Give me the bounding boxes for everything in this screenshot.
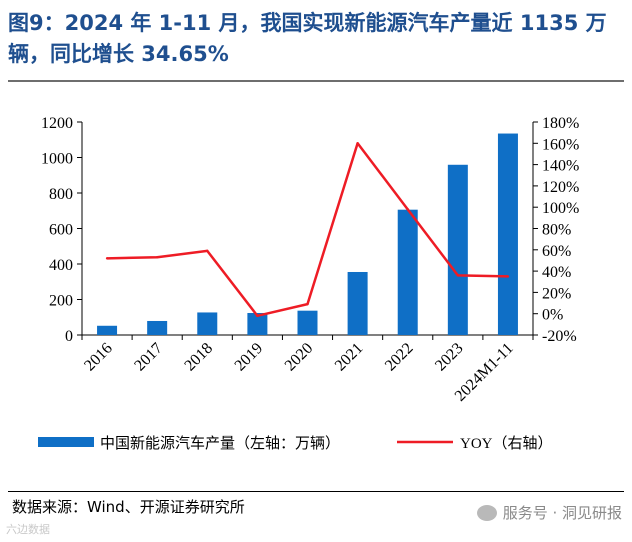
y-left-tick-label: 1200 (41, 115, 73, 132)
x-tick-label-2019: 2019 (232, 340, 267, 375)
legend-bar-swatch (38, 437, 94, 447)
y-left-tick-label: 400 (49, 257, 73, 274)
bar-2022 (397, 209, 418, 335)
x-tick-label-2023: 2023 (432, 340, 467, 375)
y-right-tick-label: 80% (542, 222, 571, 239)
x-tick-label-2018: 2018 (181, 340, 216, 375)
y-right-tick-label: 120% (542, 179, 579, 196)
yoy-point-2019 (256, 314, 259, 318)
bar-2016 (97, 325, 118, 335)
data-source: 数据来源：Wind、开源证券研究所 (12, 498, 245, 516)
bar-2020 (297, 310, 318, 335)
y-right-tick-label: -20% (542, 328, 577, 345)
y-right-tick-label: 20% (542, 285, 571, 302)
yoy-point-2022 (406, 208, 409, 211)
bar-2018 (197, 312, 218, 335)
yoy-point-2016 (105, 257, 109, 260)
bar-2019 (247, 312, 268, 335)
title-divider (8, 80, 624, 82)
yoy-point-2024M1-11 (506, 275, 510, 278)
y-right-tick-label: 140% (542, 158, 579, 175)
x-tick-label-2022: 2022 (382, 340, 417, 375)
chart: 0 200 400 600 800 1000 1200 -20% 0% 20% 40% 60% 80% 1… (38, 115, 579, 452)
yoy-line (107, 142, 508, 318)
x-tick-label-2016: 2016 (81, 340, 116, 375)
bar-2024M1-11 (497, 133, 518, 335)
corner-watermark: 六边数据 (6, 523, 50, 536)
source-divider (8, 491, 624, 492)
y-right-tick-label: 100% (542, 200, 579, 217)
y-right-tick-label: 60% (542, 243, 571, 260)
bar-2017 (147, 320, 168, 335)
y-left-tick-label: 1000 (41, 151, 73, 168)
yoy-point-2020 (306, 302, 309, 306)
y-left-tick-label: 200 (49, 293, 73, 310)
y-right-tick-label: 160% (542, 136, 579, 153)
legend-line-label: YOY（右轴） (460, 435, 553, 452)
yoy-point-2018 (206, 249, 209, 253)
y-left-tick-label: 800 (49, 186, 73, 203)
y-left-tick-label: 600 (49, 222, 73, 239)
bar-2023 (447, 164, 468, 335)
bar-2021 (347, 271, 368, 335)
watermark-text: 服务号 · 洞见研报 (502, 504, 622, 522)
yoy-point-2021 (356, 142, 359, 145)
figure-title: 图9：2024 年 1-11 月，我国实现新能源汽车产量近 1135 万辆，同比… (8, 11, 607, 66)
y-right-tick-label: 180% (542, 115, 579, 132)
x-tick-label-2021: 2021 (332, 340, 367, 375)
x-tick-label-2017: 2017 (131, 340, 166, 375)
yoy-point-2017 (155, 256, 159, 259)
y-left-tick-label: 0 (65, 328, 73, 345)
yoy-point-2023 (456, 274, 460, 277)
legend-bar-label: 中国新能源汽车产量（左轴：万辆） (100, 435, 340, 452)
wechat-icon (476, 504, 497, 521)
watermark: 服务号 · 洞见研报 (476, 502, 622, 523)
y-right-tick-label: 40% (542, 264, 571, 281)
x-tick-label-2020: 2020 (282, 340, 317, 375)
y-right-tick-label: 0% (542, 307, 563, 324)
